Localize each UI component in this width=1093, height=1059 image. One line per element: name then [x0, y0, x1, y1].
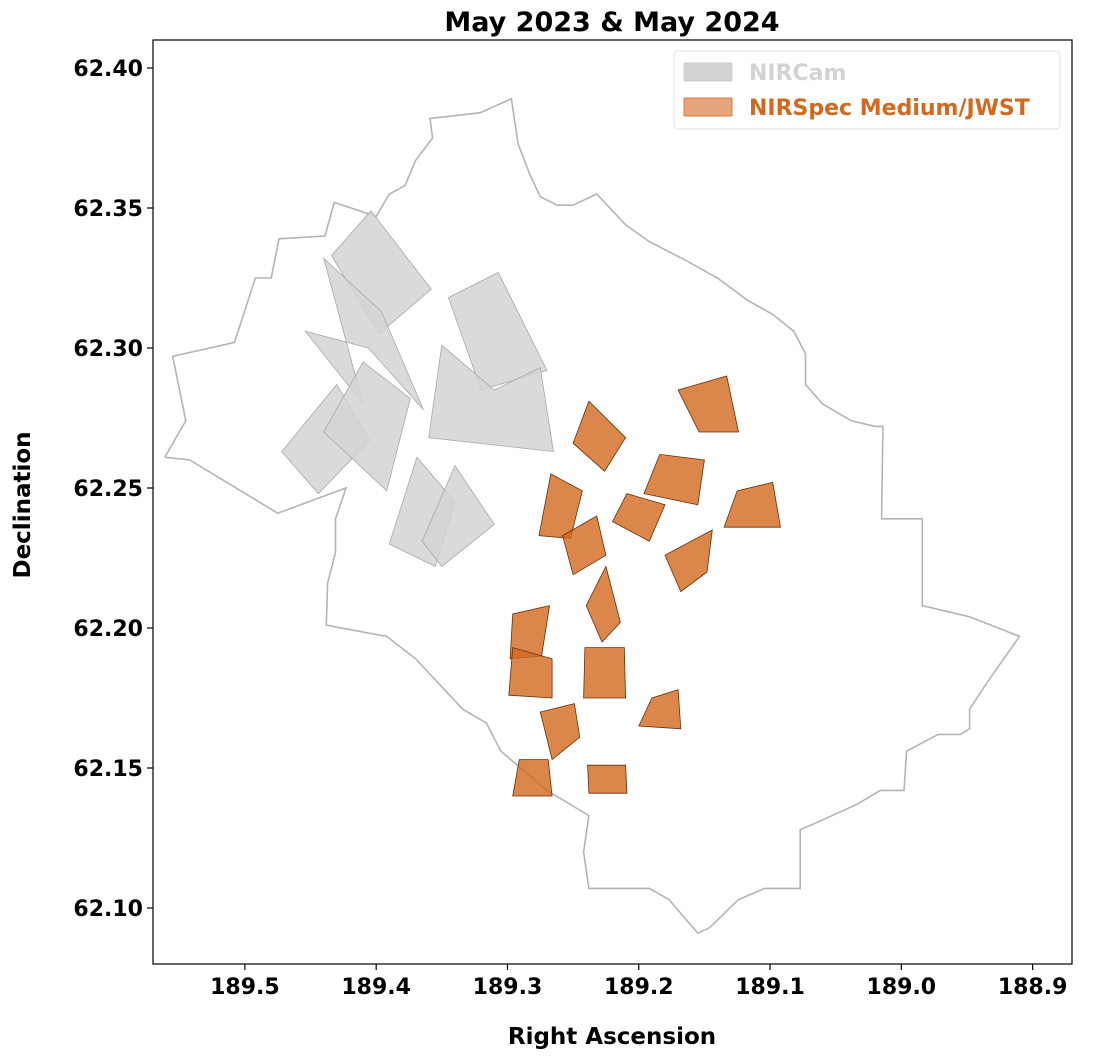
- x-axis-label: Right Ascension: [508, 1024, 716, 1050]
- chart-title: May 2023 & May 2024: [444, 7, 779, 38]
- y-tick-label: 62.30: [73, 337, 143, 362]
- nircam-footprint-4: [428, 344, 554, 453]
- nirspec-footprint-8: [664, 529, 713, 593]
- x-tick-label: 189.4: [341, 975, 411, 1000]
- survey-outline: [164, 97, 1021, 935]
- survey-outline-path: [164, 97, 1021, 935]
- y-tick-label: 62.10: [73, 897, 143, 922]
- legend-swatch-nirspec: [683, 97, 733, 117]
- nirspec-footprint-11: [508, 647, 553, 699]
- x-tick-label: 189.5: [210, 975, 280, 1000]
- y-tick-label: 62.15: [73, 757, 143, 782]
- y-axis: 62.10 62.15 62.20 62.25 62.30 62.35 62.40: [73, 57, 153, 922]
- y-tick-label: 62.40: [73, 57, 143, 82]
- nirspec-footprint-5: [611, 493, 666, 542]
- y-axis-label: Declination: [10, 431, 36, 578]
- legend-box: [673, 50, 1061, 130]
- y-tick-label: 62.35: [73, 197, 143, 222]
- nirspec-footprint-3: [643, 453, 705, 506]
- nirspec-footprint-6: [723, 481, 781, 528]
- nirspec-footprint-13: [638, 689, 682, 730]
- nirspec-footprint-7: [562, 515, 607, 576]
- nirspec-footprint-15: [512, 759, 553, 797]
- plot-area: [152, 39, 1073, 965]
- x-tick-label: 189.0: [867, 975, 937, 1000]
- nirspec-footprints: [508, 375, 781, 797]
- legend-swatch-nircam: [683, 62, 733, 82]
- nirspec-footprint-16: [587, 764, 628, 794]
- nirspec-footprint-9: [585, 565, 621, 643]
- nirspec-footprint-2: [677, 375, 739, 433]
- legend: NIRCam NIRSpec Medium/JWST: [673, 50, 1061, 130]
- legend-label-nircam: NIRCam: [749, 61, 846, 86]
- x-tick-label: 189.2: [604, 975, 674, 1000]
- nircam-footprints: [281, 210, 554, 567]
- nircam-footprint-8: [421, 464, 495, 567]
- x-tick-label: 189.1: [735, 975, 805, 1000]
- y-tick-label: 62.20: [73, 617, 143, 642]
- nirspec-footprint-1: [572, 400, 627, 472]
- nirspec-footprint-14: [539, 703, 581, 761]
- y-tick-label: 62.25: [73, 477, 143, 502]
- legend-label-nirspec: NIRSpec Medium/JWST: [749, 96, 1030, 121]
- x-tick-label: 189.3: [473, 975, 543, 1000]
- x-axis: 189.5 189.4 189.3 189.2 189.1 189.0 188.9: [210, 964, 1067, 1000]
- x-tick-label: 188.9: [998, 975, 1068, 1000]
- nircam-footprint-6: [323, 361, 411, 492]
- nirspec-footprint-12: [583, 647, 627, 699]
